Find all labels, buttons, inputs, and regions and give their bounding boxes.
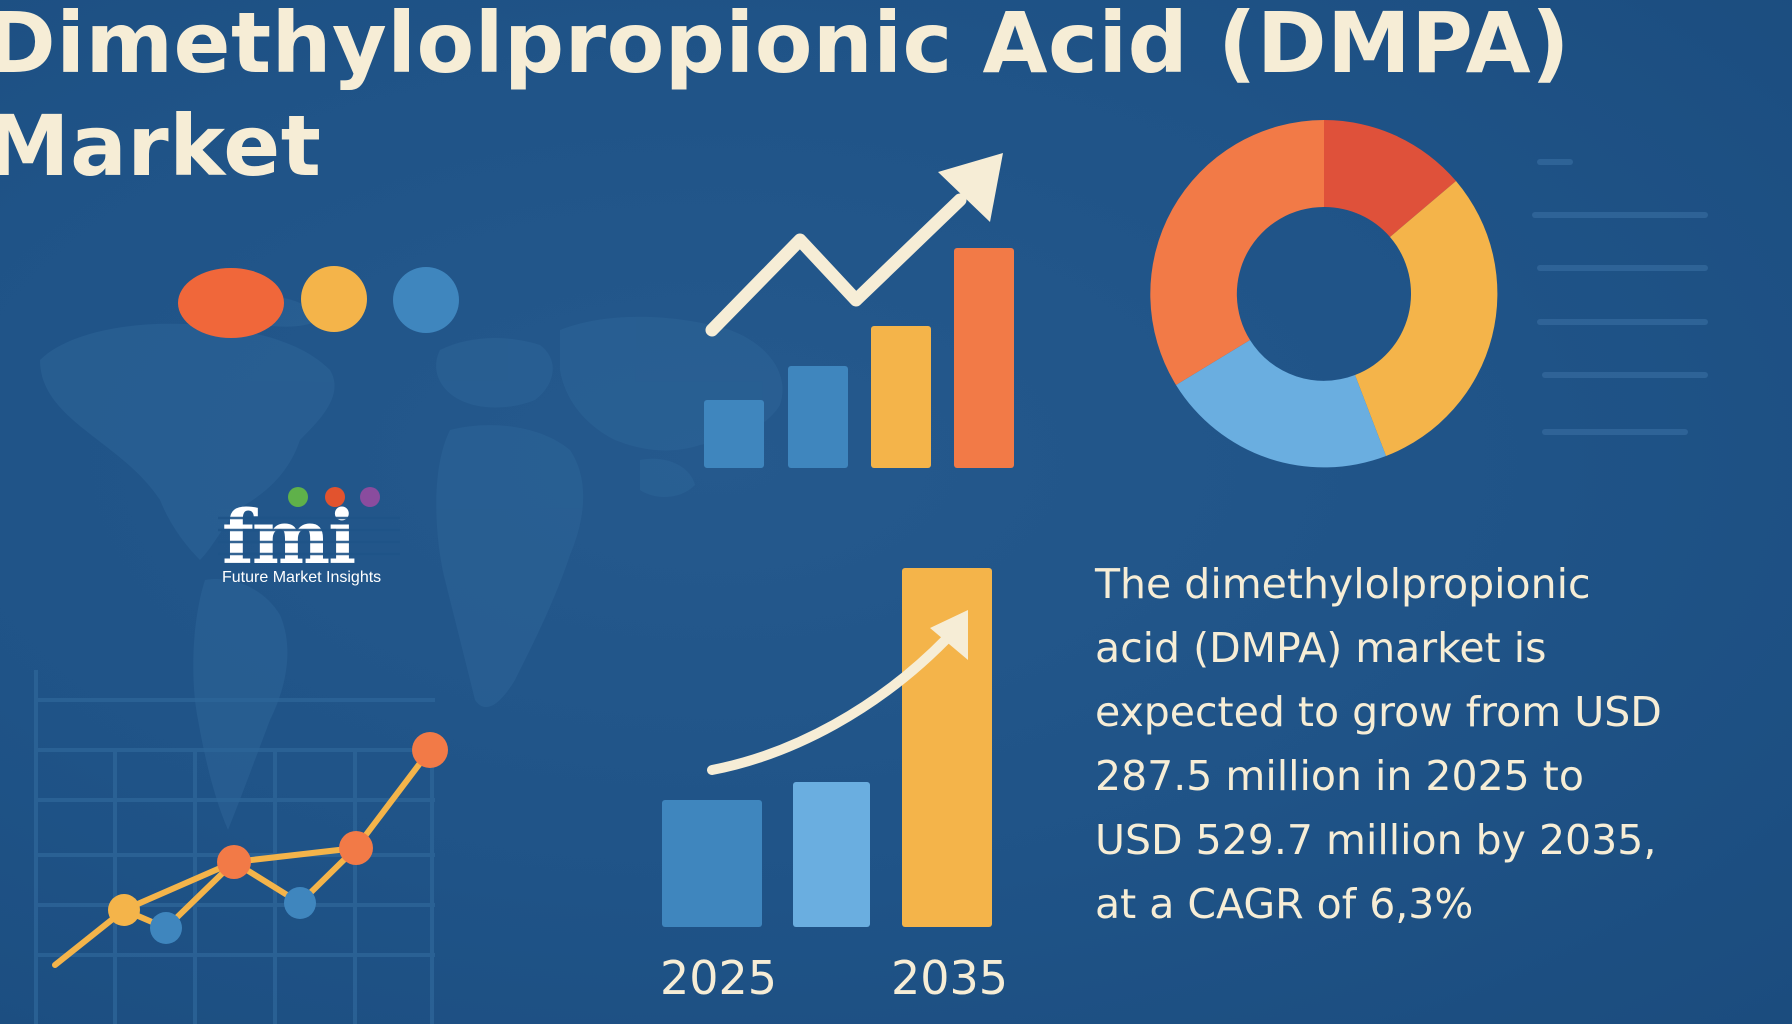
trend-bar-3	[871, 326, 931, 468]
donut-segment-red	[1324, 120, 1456, 237]
description-line-3: expected to grow from USD	[1095, 688, 1662, 736]
donut-segment-yellow	[1355, 181, 1498, 456]
logo-dot-green	[288, 487, 308, 507]
trend-line	[705, 193, 967, 337]
trend-bar-2	[788, 366, 848, 468]
line-point-2	[150, 912, 182, 944]
orange-oval-dot	[178, 268, 284, 338]
growth-bar-mid	[793, 782, 870, 927]
description-line-4: 287.5 million in 2025 to	[1095, 752, 1584, 800]
line-point-3	[217, 845, 251, 879]
trend-arrowhead	[938, 153, 1003, 222]
growth-arrowhead	[930, 610, 968, 660]
year-label-2025: 2025	[660, 951, 778, 1005]
year-label-2035: 2035	[891, 951, 1009, 1005]
donut-segment-lightblue	[1176, 340, 1386, 468]
description-line-6: at a CAGR of 6,3%	[1095, 880, 1474, 928]
growth-curve-arrow	[707, 625, 960, 775]
logo-dot-red	[325, 487, 345, 507]
line-point-6	[412, 732, 448, 768]
description-line-2: acid (DMPA) market is	[1095, 624, 1547, 672]
donut-segment-orange	[1150, 120, 1324, 385]
title-line-1: Dimethylolpropionic Acid (DMPA)	[0, 0, 1570, 92]
trend-bar-1	[704, 400, 764, 468]
market-description: The dimethylolpropionic acid (DMPA) mark…	[1095, 552, 1785, 936]
page-title: Dimethylolpropionic Acid (DMPA) Market	[0, 0, 1570, 198]
blue-dot	[393, 267, 459, 333]
logo-dot-purple	[360, 487, 380, 507]
growth-bar-2025	[662, 800, 762, 927]
line-point-4	[284, 887, 316, 919]
title-line-2: Market	[0, 97, 322, 195]
line-point-5	[339, 831, 373, 865]
yellow-dot	[301, 266, 367, 332]
trend-bar-4	[954, 248, 1014, 468]
logo-tagline: Future Market Insights	[222, 569, 382, 586]
line-point-1	[108, 894, 140, 926]
logo-wordmark: fmi	[222, 495, 355, 581]
description-line-5: USD 529.7 million by 2035,	[1095, 816, 1657, 864]
description-line-1: The dimethylolpropionic	[1095, 560, 1591, 608]
